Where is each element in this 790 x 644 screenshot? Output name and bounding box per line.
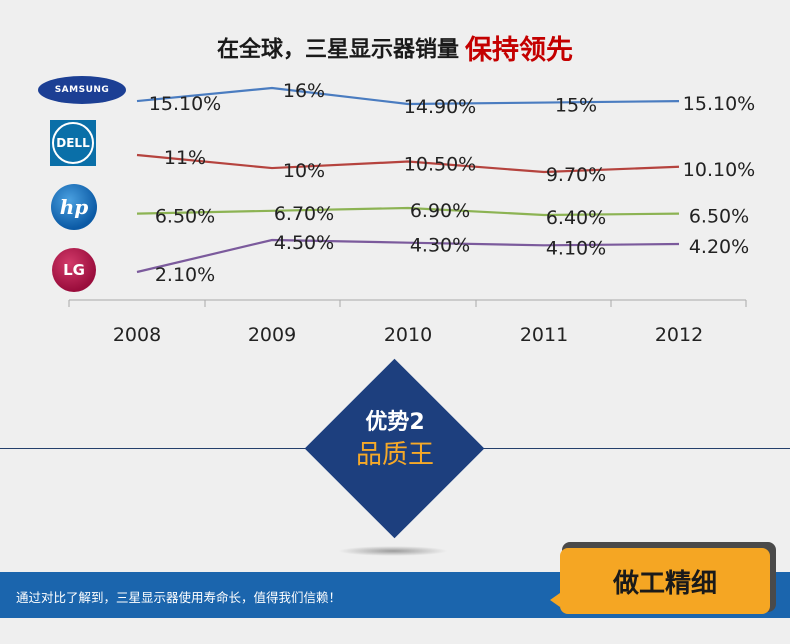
data-label-dell-2012: 10.10% xyxy=(683,159,755,181)
advantage-number: 优势2 xyxy=(365,410,425,435)
data-label-hp-2012: 6.50% xyxy=(689,206,749,228)
x-tick-label-2011: 2011 xyxy=(520,324,568,346)
advantage-title: 品质王 xyxy=(355,440,434,470)
data-label-lg-2010: 4.30% xyxy=(410,235,470,257)
x-tick-label-2012: 2012 xyxy=(655,324,703,346)
data-label-dell-2010: 10.50% xyxy=(404,154,476,176)
samsung-logo: SAMSUNG xyxy=(38,76,126,104)
data-label-hp-2009: 6.70% xyxy=(274,203,334,225)
advantage-label: 优势2 品质王 xyxy=(315,408,475,472)
data-label-dell-2008: 11% xyxy=(164,147,206,169)
series-line-samsung xyxy=(136,86,680,106)
data-label-dell-2011: 9.70% xyxy=(546,164,606,186)
page-title: 在全球，三星显示器销量 保持领先 xyxy=(0,28,790,67)
workmanship-badge[interactable]: 做工精细 xyxy=(560,548,770,614)
data-label-samsung-2008: 15.10% xyxy=(149,93,221,115)
dell-logo-ring: DELL xyxy=(52,122,94,164)
data-label-hp-2010: 6.90% xyxy=(410,200,470,222)
dell-logo-text: DELL xyxy=(56,136,90,150)
series-line-dell xyxy=(136,153,680,174)
title-main: 在全球，三星显示器销量 xyxy=(216,37,459,63)
data-label-lg-2009: 4.50% xyxy=(274,232,334,254)
data-label-samsung-2010: 14.90% xyxy=(404,96,476,118)
lg-logo: LG xyxy=(52,248,96,292)
x-tick-label-2010: 2010 xyxy=(384,324,432,346)
badge-pointer xyxy=(550,593,560,607)
hp-logo: hp xyxy=(51,184,97,230)
dell-logo: DELL xyxy=(50,120,96,166)
lg-logo-text: LG xyxy=(63,261,85,279)
data-label-dell-2009: 10% xyxy=(283,160,325,182)
x-tick-label-2009: 2009 xyxy=(248,324,296,346)
sales-line-chart: 2008 2009 2010 2011 2012 15.10% 16% 14.90% 15% 15… xyxy=(68,80,755,346)
series-line-lg xyxy=(136,238,680,274)
title-highlight: 保持领先 xyxy=(465,35,573,66)
hp-logo-text: hp xyxy=(59,195,89,219)
data-label-hp-2011: 6.40% xyxy=(546,207,606,229)
data-label-lg-2008: 2.10% xyxy=(155,264,215,286)
series-line-hp xyxy=(136,206,680,217)
data-label-samsung-2012: 15.10% xyxy=(683,93,755,115)
x-tick-label-2008: 2008 xyxy=(113,324,161,346)
footer-text: 通过对比了解到，三星显示器使用寿命长，值得我们信赖！ xyxy=(16,590,342,605)
samsung-logo-text: SAMSUNG xyxy=(54,85,110,95)
data-label-samsung-2011: 15% xyxy=(555,95,597,117)
data-label-hp-2008: 6.50% xyxy=(155,206,215,228)
data-label-samsung-2009: 16% xyxy=(283,80,325,102)
data-label-lg-2012: 4.20% xyxy=(689,236,749,258)
diamond-shadow xyxy=(338,546,448,556)
data-label-lg-2011: 4.10% xyxy=(546,237,606,259)
